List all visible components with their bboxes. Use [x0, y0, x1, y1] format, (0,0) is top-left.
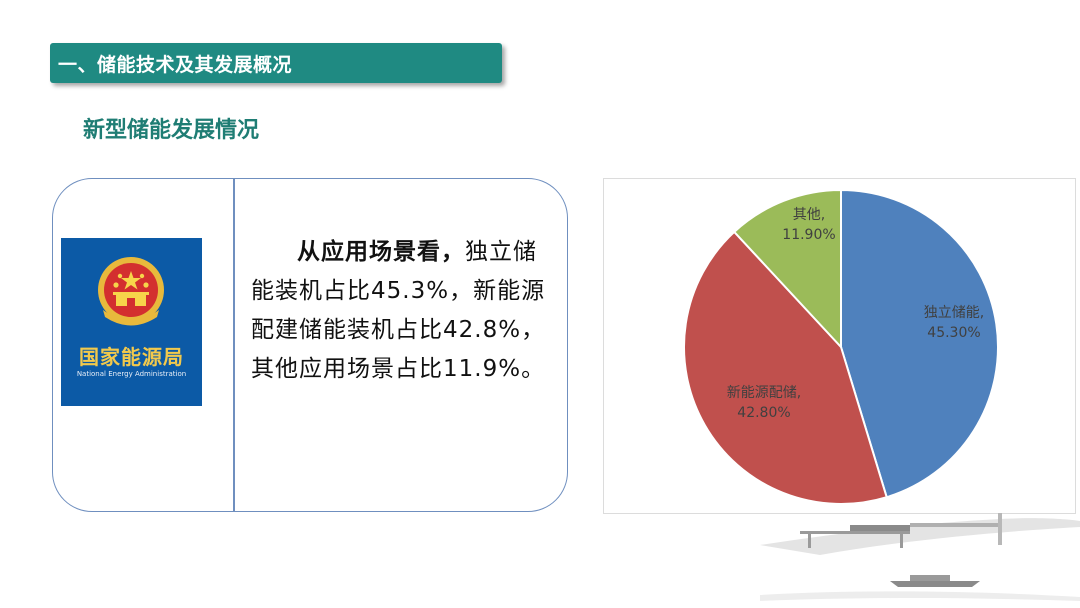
pie-label-value: 42.80%: [737, 405, 790, 421]
section-title: 一、储能技术及其发展概况: [58, 53, 293, 76]
pie-chart-svg: 独立储能, 45.30% 新能源配储, 42.80% 其他, 11.90%: [683, 188, 999, 505]
slice-other: [732, 188, 842, 350]
pie-label-name: 独立储能,: [924, 305, 984, 321]
card-text-body: 独立储能装机占比45.3%，新能源配建储能装机占比42.8%， 其他应用场景占比…: [251, 239, 546, 382]
card-text: 从应用场景看，独立储能装机占比45.3%，新能源配建储能装机占比42.8%， 其…: [251, 233, 551, 389]
nea-logo: 国家能源局 National Energy Administration: [61, 238, 202, 406]
pie-label-name: 新能源配储,: [727, 385, 801, 401]
pie-label-value: 45.30%: [927, 325, 980, 341]
logo-name-cn: 国家能源局: [79, 345, 184, 369]
info-card: 国家能源局 National Energy Administration 从应用…: [52, 178, 568, 512]
pie-chart: 独立储能, 45.30% 新能源配储, 42.80% 其他, 11.90%: [603, 178, 1076, 514]
pie-label-value: 11.90%: [782, 227, 835, 243]
slice-renewable-storage: [683, 230, 888, 505]
national-emblem-icon: [98, 257, 164, 326]
pie-label-name: 其他,: [793, 207, 825, 223]
landscape-decoration: [760, 513, 1080, 601]
page-subtitle: 新型储能发展情况: [83, 118, 260, 143]
section-header: 一、储能技术及其发展概况: [50, 43, 502, 83]
logo-name-en: National Energy Administration: [76, 370, 187, 378]
card-divider: [233, 179, 235, 511]
card-text-lead: 从应用场景看，: [297, 239, 465, 265]
slice-independent-storage: [840, 188, 999, 499]
